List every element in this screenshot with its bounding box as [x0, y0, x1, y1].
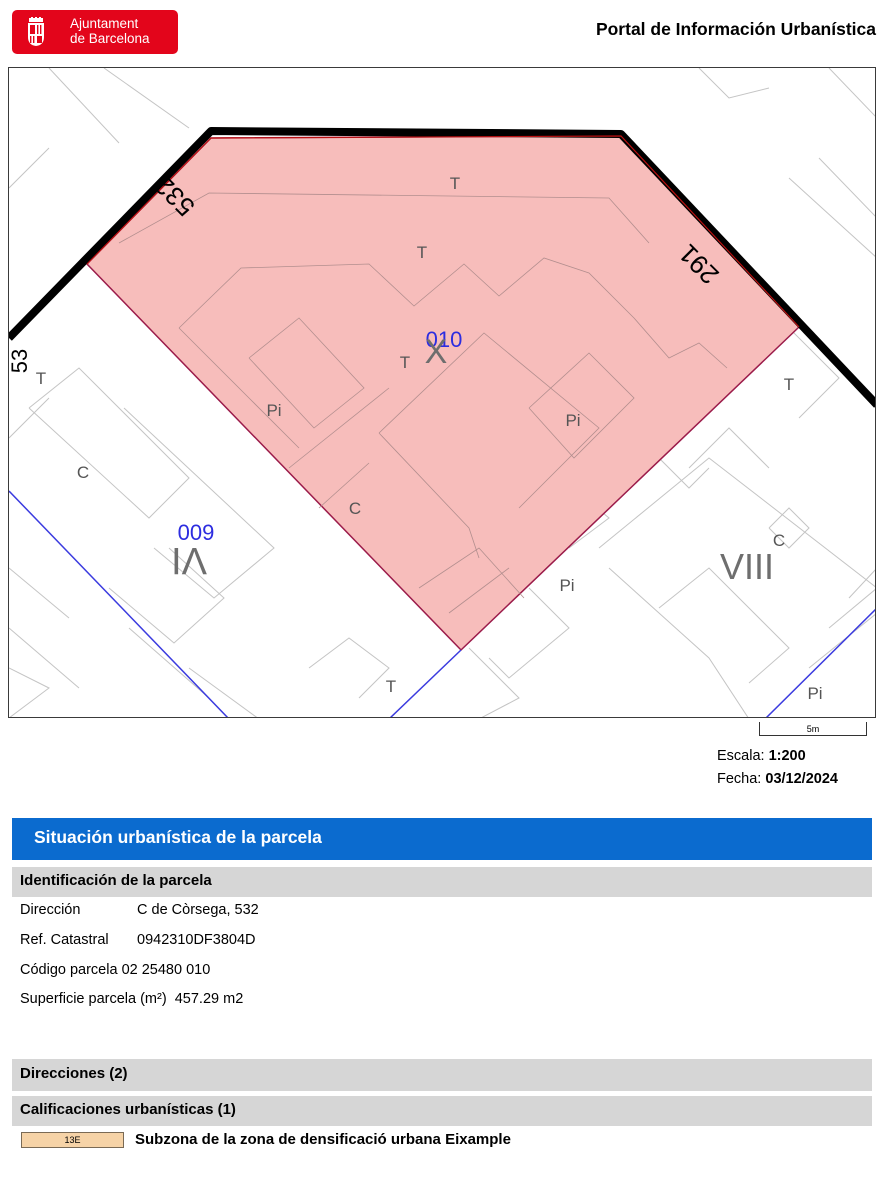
parcel-number-009: 009: [178, 520, 215, 545]
building-outlines: [9, 68, 875, 717]
calificaciones-header[interactable]: Calificaciones urbanísticas (1): [12, 1096, 872, 1126]
direccion-row: Dirección C de Còrsega, 532: [20, 902, 259, 918]
cadastral-map[interactable]: 532 291 53 010 009 X VI VIII T T T T T T…: [8, 67, 876, 718]
use-label-pi: Pi: [565, 411, 580, 430]
logo-text: Ajuntament de Barcelona: [70, 16, 150, 46]
parcel-number-010: 010: [426, 327, 463, 352]
height-label-x: X: [425, 333, 448, 371]
ajuntament-logo[interactable]: Ajuntament de Barcelona: [12, 10, 178, 54]
scale-value: 1:200: [768, 748, 806, 764]
portal-title: Portal de Información Urbanística: [595, 19, 876, 39]
direcciones-header[interactable]: Direcciones (2): [12, 1059, 872, 1091]
use-label-t: T: [450, 174, 460, 193]
calificacion-description: Subzona de la zona de densificació urban…: [135, 1131, 511, 1148]
street-alignment-red: [86, 135, 800, 328]
street-alignment: [9, 127, 875, 408]
lot-lines: [9, 490, 875, 717]
height-label-vi: VI: [171, 539, 207, 581]
date-info: Fecha: 03/12/2024: [717, 771, 838, 787]
scale-bar-label: 5m: [806, 724, 820, 734]
ref-catastral-row: Ref. Catastral 0942310DF3804D: [20, 932, 256, 948]
use-label-t: T: [36, 369, 46, 388]
use-label-pi: Pi: [807, 684, 822, 703]
use-label-pi: Pi: [266, 401, 281, 420]
codigo-parcela-label: Código parcela: [20, 962, 118, 978]
scale-label: Escala:: [717, 748, 765, 764]
codigo-parcela-row: Código parcela 02 25480 010: [20, 962, 210, 978]
calificacion-code-chip: 13E: [21, 1132, 124, 1148]
use-label-t: T: [784, 375, 794, 394]
height-label-viii: VIII: [720, 546, 774, 587]
use-label-t: T: [400, 353, 410, 372]
scale-info: Escala: 1:200: [717, 748, 806, 764]
map-canvas[interactable]: 532 291 53 010 009 X VI VIII T T T T T T…: [9, 68, 876, 718]
codigo-parcela-value: 02 25480 010: [121, 962, 211, 978]
parcel-building-outlines: [118, 192, 728, 614]
date-label: Fecha:: [717, 771, 762, 787]
logo-line-2: de Barcelona: [70, 31, 150, 46]
use-label-c: C: [77, 463, 89, 482]
use-label-c: C: [773, 531, 785, 550]
superficie-row: Superficie parcela (m²) 457.29 m2: [20, 991, 243, 1007]
barcelona-shield-icon: [28, 17, 44, 46]
direccion-label: Dirección: [20, 902, 81, 918]
ref-catastral-value: 0942310DF3804D: [137, 932, 256, 948]
use-label-c: C: [349, 499, 361, 518]
use-label-t: T: [386, 677, 396, 696]
superficie-value: 457.29 m2: [174, 991, 244, 1007]
street-number-left: 53: [9, 349, 32, 373]
date-value: 03/12/2024: [765, 771, 838, 787]
superficie-label: Superficie parcela (m²): [20, 991, 167, 1007]
direccion-value: C de Còrsega, 532: [137, 902, 259, 918]
situacion-header: Situación urbanística de la parcela: [12, 818, 872, 860]
ref-catastral-label: Ref. Catastral: [20, 932, 109, 948]
use-label-pi: Pi: [559, 576, 574, 595]
use-label-t: T: [417, 243, 427, 262]
identificacion-header: Identificación de la parcela: [12, 867, 872, 897]
logo-line-1: Ajuntament: [70, 16, 139, 31]
scale-bar: 5m: [759, 722, 867, 736]
